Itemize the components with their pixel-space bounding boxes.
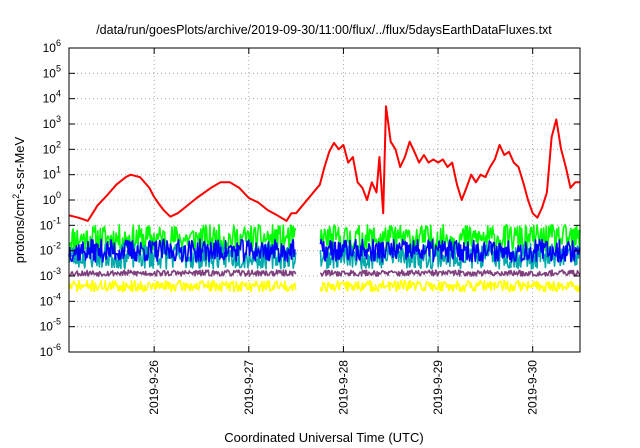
y-tick-label: 105 (43, 63, 61, 80)
series-line (68, 242, 297, 270)
y-tick-label: 10-3 (40, 266, 61, 283)
series-line (319, 279, 581, 293)
x-tick-label: 2019-9-27 (242, 360, 256, 415)
y-tick-label: 10-2 (40, 241, 61, 258)
chart-title: /data/run/goesPlots/archive/2019-09-30/1… (96, 23, 552, 37)
series-line (68, 238, 296, 263)
x-axis-title: Coordinated Universal Time (UTC) (224, 430, 423, 445)
series-line (68, 269, 297, 277)
x-tick-label: 2019-9-29 (431, 360, 445, 415)
series-line (68, 279, 297, 293)
x-tick-label: 2019-9-28 (336, 360, 350, 415)
y-tick-label: 10-5 (40, 317, 61, 334)
series-line (319, 238, 581, 263)
y-tick-label: 103 (43, 114, 61, 131)
x-tick-label: 2019-9-30 (526, 360, 540, 415)
y-tick-label: 104 (43, 89, 61, 106)
y-axis-title: protons/cm2-s-sr-MeV (11, 136, 27, 263)
series-line (319, 269, 581, 277)
y-tick-label: 102 (43, 139, 61, 156)
y-tick-label: 10-4 (40, 291, 61, 308)
series-lines (68, 105, 581, 293)
y-tick-label: 101 (43, 165, 61, 182)
y-tick-label: 106 (43, 38, 61, 55)
y-tick-label: 100 (43, 190, 61, 207)
y-tick-label: 10-6 (40, 342, 61, 359)
axis-ticks: 10-6 10-5 10-4 10-3 10-2 10-1 100 101 102 103 104 1… (40, 38, 580, 415)
x-tick-label: 2019-9-26 (147, 360, 161, 415)
series-line (68, 105, 580, 222)
grid (69, 47, 580, 353)
y-tick-label: 10-1 (40, 215, 61, 232)
